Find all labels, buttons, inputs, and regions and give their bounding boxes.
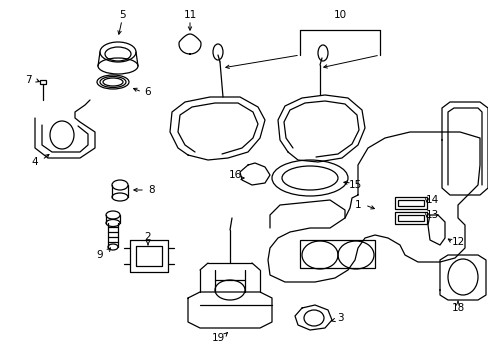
Text: 18: 18 bbox=[450, 303, 464, 313]
Bar bbox=[397, 200, 423, 206]
Text: 1: 1 bbox=[354, 200, 361, 210]
Text: 14: 14 bbox=[425, 195, 438, 205]
Text: 11: 11 bbox=[183, 10, 196, 20]
Text: 5: 5 bbox=[119, 10, 125, 20]
Text: 3: 3 bbox=[336, 313, 343, 323]
Text: 16: 16 bbox=[228, 170, 241, 180]
Text: 10: 10 bbox=[333, 10, 346, 20]
Text: 15: 15 bbox=[347, 180, 361, 190]
Text: 4: 4 bbox=[32, 157, 38, 167]
Text: 13: 13 bbox=[425, 210, 438, 220]
Bar bbox=[394, 197, 426, 209]
Text: 19: 19 bbox=[211, 333, 224, 343]
Text: 8: 8 bbox=[148, 185, 155, 195]
Text: 7: 7 bbox=[24, 75, 31, 85]
Bar bbox=[394, 212, 426, 224]
Bar bbox=[397, 215, 423, 221]
Bar bbox=[40, 80, 46, 84]
Text: 9: 9 bbox=[97, 250, 103, 260]
Text: 12: 12 bbox=[450, 237, 464, 247]
Bar bbox=[299, 240, 374, 268]
Text: 6: 6 bbox=[144, 87, 151, 97]
Text: 2: 2 bbox=[144, 232, 151, 242]
Text: 17: 17 bbox=[486, 143, 488, 153]
